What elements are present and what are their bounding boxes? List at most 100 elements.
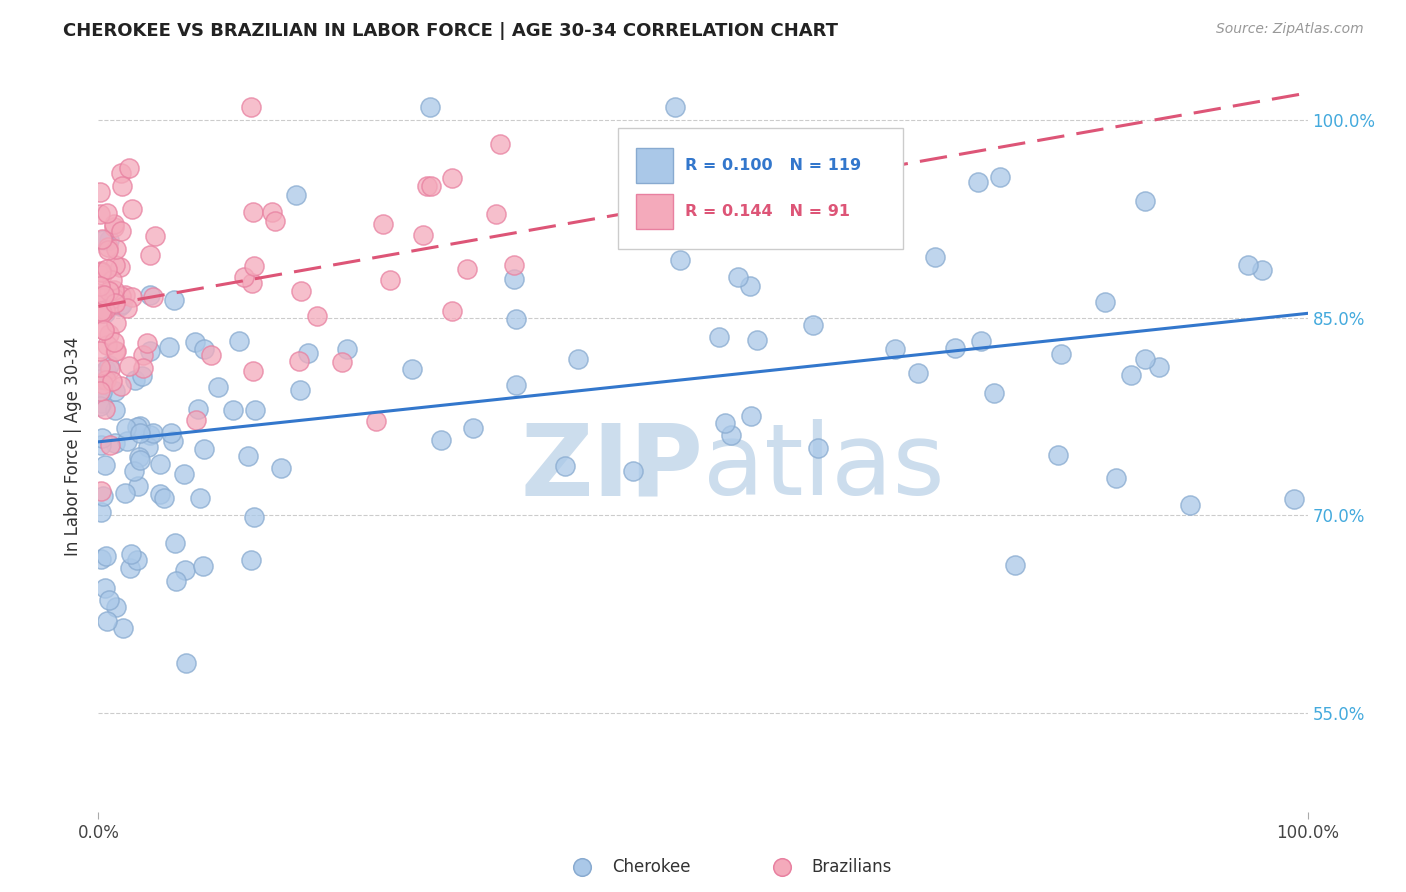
Point — [91, 289, 114, 303]
Point — [505, 378, 527, 392]
Point — [243, 260, 266, 274]
Point — [621, 464, 644, 478]
Point — [149, 457, 172, 471]
Point — [104, 384, 127, 398]
Point — [554, 459, 576, 474]
Point — [970, 334, 993, 348]
Point — [111, 621, 134, 635]
Point — [188, 491, 211, 506]
Point — [378, 273, 401, 287]
Point — [104, 344, 127, 359]
Point — [401, 362, 423, 376]
Point — [907, 366, 929, 380]
Point — [91, 233, 114, 247]
FancyBboxPatch shape — [637, 194, 672, 228]
Point — [129, 426, 152, 441]
Point — [173, 563, 195, 577]
Point — [104, 258, 127, 272]
Point — [193, 442, 215, 456]
Point — [184, 335, 207, 350]
Point — [94, 458, 117, 472]
Point — [89, 384, 111, 398]
Point — [114, 288, 136, 302]
Point — [115, 434, 138, 448]
Point — [105, 316, 128, 330]
Point — [94, 581, 117, 595]
Point — [228, 334, 250, 348]
Point — [1236, 258, 1258, 272]
Point — [502, 258, 524, 272]
Point — [242, 364, 264, 378]
Point — [139, 287, 162, 301]
Point — [97, 244, 120, 258]
Point — [138, 344, 160, 359]
Point — [242, 205, 264, 219]
Point — [101, 273, 124, 287]
Point — [142, 290, 165, 304]
Point — [90, 431, 112, 445]
Point — [187, 402, 209, 417]
Point — [90, 552, 112, 566]
Point — [89, 344, 111, 359]
Point — [412, 228, 434, 243]
Point — [456, 261, 478, 276]
Point — [97, 240, 120, 254]
Text: CHEROKEE VS BRAZILIAN IN LABOR FORCE | AGE 30-34 CORRELATION CHART: CHEROKEE VS BRAZILIAN IN LABOR FORCE | A… — [63, 22, 838, 40]
Text: ZIP: ZIP — [520, 419, 703, 516]
Point — [98, 358, 121, 372]
Point — [165, 536, 187, 550]
Point — [489, 136, 512, 151]
Point — [128, 450, 150, 464]
Y-axis label: In Labor Force | Age 30-34: In Labor Force | Age 30-34 — [65, 336, 83, 556]
Point — [90, 304, 112, 318]
Point — [236, 449, 259, 463]
Point — [132, 360, 155, 375]
Point — [1104, 470, 1126, 484]
Point — [136, 440, 159, 454]
Point — [240, 276, 263, 290]
Point — [90, 438, 112, 452]
Point — [270, 461, 292, 475]
Point — [93, 323, 115, 337]
Point — [967, 175, 990, 189]
Text: Brazilians: Brazilians — [811, 857, 893, 876]
Point — [108, 260, 131, 275]
Point — [207, 379, 229, 393]
Text: atlas: atlas — [703, 419, 945, 516]
Point — [93, 323, 115, 337]
FancyBboxPatch shape — [619, 128, 903, 249]
Point — [98, 362, 121, 376]
Point — [90, 384, 112, 399]
Point — [983, 385, 1005, 400]
Point — [97, 284, 120, 298]
Point — [747, 333, 769, 347]
Point — [139, 248, 162, 262]
Point — [139, 427, 162, 442]
Point — [96, 262, 118, 277]
Point — [153, 491, 176, 505]
Point — [125, 553, 148, 567]
Point — [1135, 351, 1157, 366]
Point — [90, 396, 112, 410]
Point — [239, 553, 262, 567]
Point — [988, 170, 1011, 185]
Point — [727, 270, 749, 285]
Point — [502, 272, 524, 286]
Point — [157, 340, 180, 354]
Point — [176, 657, 198, 671]
Point — [336, 343, 359, 357]
Point — [110, 224, 132, 238]
Point — [1282, 491, 1305, 506]
Point — [89, 360, 111, 375]
Point — [101, 374, 124, 388]
Point — [707, 330, 730, 344]
Point — [89, 279, 111, 293]
Point — [1047, 448, 1070, 462]
Text: R = 0.144   N = 91: R = 0.144 N = 91 — [685, 203, 849, 219]
Point — [243, 403, 266, 417]
Point — [429, 433, 451, 447]
Point — [110, 178, 132, 193]
Point — [128, 419, 150, 434]
Point — [807, 441, 830, 455]
Point — [120, 561, 142, 575]
